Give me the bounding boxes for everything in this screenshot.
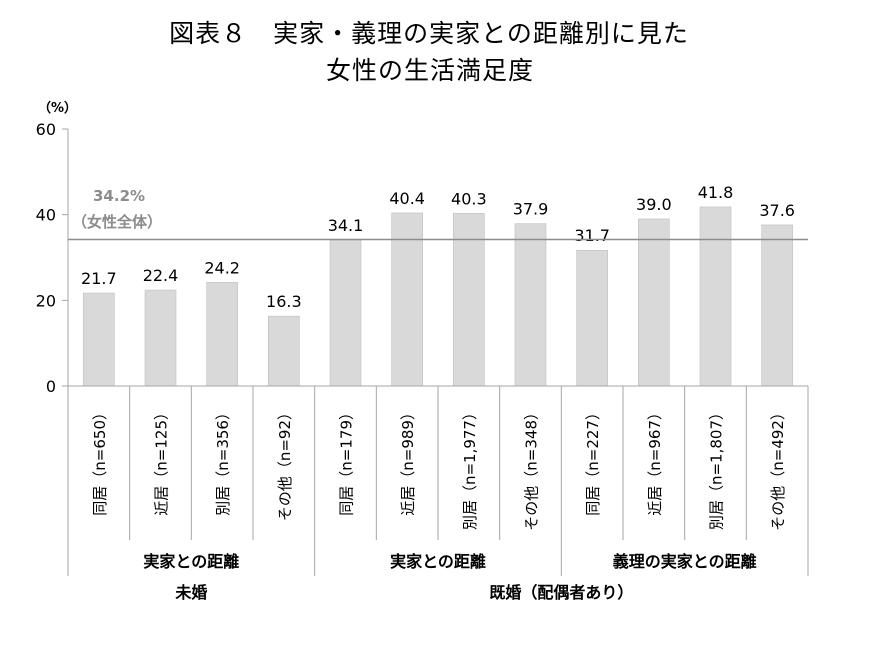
- bar: [638, 218, 670, 387]
- reference-line-text-label: （女性全体）: [72, 213, 162, 231]
- category-label: 近居（n=125）: [153, 405, 171, 516]
- bar: [453, 213, 485, 387]
- bar-value-label: 41.8: [698, 183, 734, 202]
- bar-value-label: 39.0: [636, 195, 672, 214]
- chart-title-line2: 女性の生活満足度: [325, 56, 534, 85]
- bar: [699, 206, 732, 387]
- y-tick-label: 0: [46, 377, 56, 396]
- y-axis-unit-label: （%）: [38, 100, 77, 116]
- category-label: 同居（n=227）: [584, 405, 602, 516]
- super-group-label: 既婚（配偶者あり）: [489, 583, 633, 602]
- category-label: その他（n=492）: [769, 405, 787, 531]
- bar-value-label: 31.7: [574, 226, 610, 245]
- bar-value-label: 37.9: [513, 200, 549, 219]
- bar: [83, 292, 115, 387]
- group-label: 実家との距離: [143, 552, 239, 571]
- bar: [206, 282, 238, 387]
- chart-title-line1: 図表８ 実家・義理の実家との距離別に見た: [169, 19, 689, 48]
- category-label: 近居（n=989）: [399, 405, 417, 516]
- bar-value-label: 21.7: [81, 269, 117, 288]
- category-label: 同居（n=650）: [91, 405, 109, 516]
- bar-value-label: 37.6: [759, 201, 795, 220]
- bar: [329, 239, 362, 387]
- bar-value-label: 16.3: [266, 292, 302, 311]
- bar: [268, 315, 300, 387]
- bar: [514, 223, 547, 387]
- bar-value-label: 22.4: [143, 266, 179, 285]
- super-group-label: 未婚: [174, 583, 207, 602]
- bar: [144, 289, 177, 387]
- bar: [576, 249, 608, 387]
- bar-value-label: 34.1: [328, 216, 364, 235]
- bar-value-label: 40.4: [389, 189, 425, 208]
- category-label: 別居（n=1,977）: [461, 405, 479, 530]
- y-tick-label: 20: [36, 291, 56, 310]
- y-tick-label: 60: [36, 120, 56, 139]
- bar: [761, 224, 793, 387]
- bar-value-label: 24.2: [204, 258, 240, 277]
- category-label: その他（n=348）: [523, 405, 541, 531]
- bar: [391, 212, 423, 387]
- category-label: 同居（n=179）: [338, 405, 356, 516]
- category-label: 別居（n=356）: [214, 405, 232, 516]
- category-label: 別居（n=1,807）: [708, 405, 726, 530]
- group-label: 実家との距離: [390, 552, 486, 571]
- reference-line-value-label: 34.2%: [93, 187, 145, 205]
- y-tick-label: 40: [36, 206, 56, 225]
- category-label: 近居（n=967）: [646, 405, 664, 516]
- bar-value-label: 40.3: [451, 189, 487, 208]
- group-label: 義理の実家との距離: [613, 552, 757, 571]
- category-label: その他（n=92）: [276, 405, 294, 521]
